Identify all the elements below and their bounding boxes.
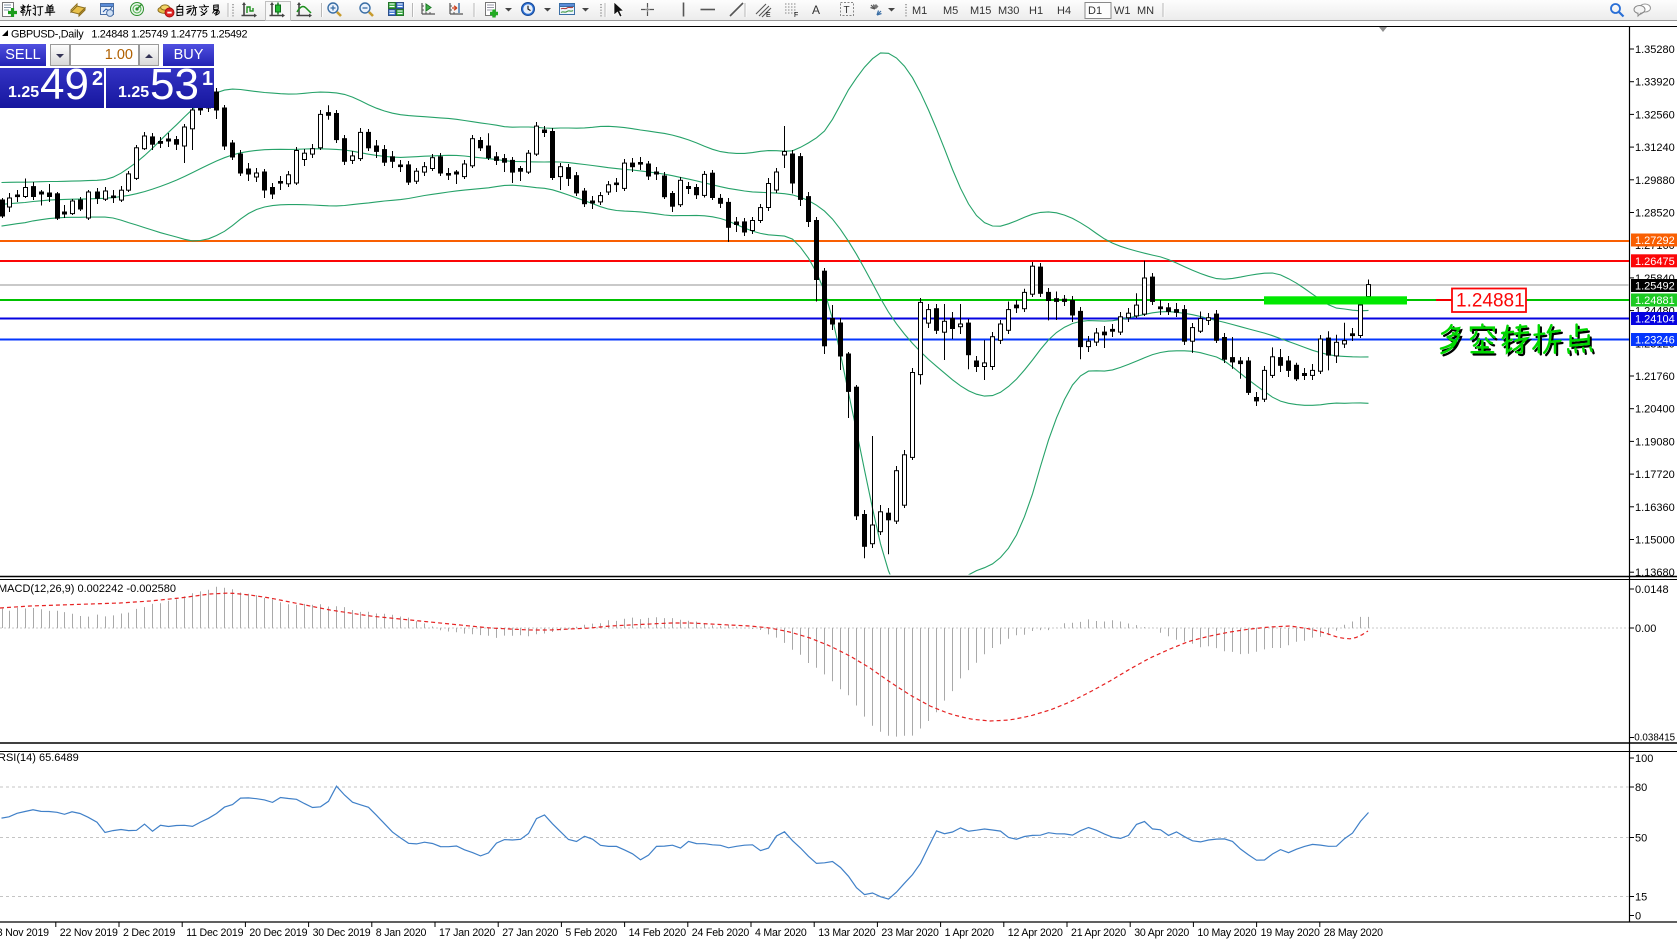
- svg-text:10 May 2020: 10 May 2020: [1197, 927, 1256, 939]
- svg-text:1.24881: 1.24881: [1456, 291, 1525, 312]
- svg-text:1.28520: 1.28520: [1635, 208, 1675, 220]
- svg-text:H4: H4: [1057, 5, 1071, 17]
- svg-text:F: F: [794, 12, 798, 19]
- svg-text:M15: M15: [970, 5, 991, 17]
- svg-text:19 May 2020: 19 May 2020: [1261, 927, 1320, 939]
- svg-text:1.35280: 1.35280: [1635, 44, 1675, 56]
- svg-text:M5: M5: [943, 5, 958, 17]
- svg-text:2 Dec 2019: 2 Dec 2019: [123, 927, 175, 939]
- svg-text:1.17720: 1.17720: [1635, 469, 1675, 481]
- svg-text:17 Jan 2020: 17 Jan 2020: [439, 927, 495, 939]
- svg-text:24 Feb 2020: 24 Feb 2020: [692, 927, 750, 939]
- svg-text:14 Feb 2020: 14 Feb 2020: [629, 927, 687, 939]
- svg-text:12 Apr 2020: 12 Apr 2020: [1008, 927, 1063, 939]
- svg-text:1.32560: 1.32560: [1635, 109, 1675, 121]
- svg-text:1.21760: 1.21760: [1635, 371, 1675, 383]
- svg-text:100: 100: [1635, 753, 1653, 765]
- svg-text:1.25492: 1.25492: [1635, 281, 1675, 293]
- svg-text:W1: W1: [1114, 5, 1131, 17]
- svg-text:23 Mar 2020: 23 Mar 2020: [881, 927, 939, 939]
- svg-text:1.24104: 1.24104: [1635, 314, 1675, 326]
- svg-text:50: 50: [1635, 833, 1647, 845]
- svg-text:8 Jan 2020: 8 Jan 2020: [376, 927, 427, 939]
- svg-text:20 Dec 2019: 20 Dec 2019: [249, 927, 307, 939]
- svg-text:E: E: [766, 12, 771, 19]
- svg-text:0.0148: 0.0148: [1635, 584, 1669, 596]
- svg-text:-0.038415: -0.038415: [1631, 733, 1676, 744]
- svg-text:1.13680: 1.13680: [1635, 567, 1675, 579]
- svg-text:21 Apr 2020: 21 Apr 2020: [1071, 927, 1126, 939]
- svg-text:27 Jan 2020: 27 Jan 2020: [502, 927, 558, 939]
- svg-text:4 Mar 2020: 4 Mar 2020: [755, 927, 807, 939]
- svg-text:1.26475: 1.26475: [1635, 256, 1675, 268]
- svg-text:80: 80: [1635, 782, 1647, 794]
- svg-text:13 Mar 2020: 13 Mar 2020: [818, 927, 876, 939]
- svg-text:M30: M30: [998, 5, 1019, 17]
- svg-text:1.29880: 1.29880: [1635, 175, 1675, 187]
- svg-text:T: T: [844, 5, 850, 16]
- svg-text:MACD(12,26,9) 0.002242 -0.0025: MACD(12,26,9) 0.002242 -0.002580: [0, 583, 176, 595]
- svg-text:5 Feb 2020: 5 Feb 2020: [565, 927, 617, 939]
- svg-text:1.33920: 1.33920: [1635, 77, 1675, 89]
- svg-text:H1: H1: [1029, 5, 1043, 17]
- svg-text:1.16360: 1.16360: [1635, 502, 1675, 514]
- svg-text:28 May 2020: 28 May 2020: [1324, 927, 1383, 939]
- svg-text:1.19080: 1.19080: [1635, 436, 1675, 448]
- svg-text:1.15000: 1.15000: [1635, 535, 1675, 547]
- svg-text:1.23246: 1.23246: [1635, 335, 1675, 347]
- svg-text:1.31240: 1.31240: [1635, 142, 1675, 154]
- svg-text:0.00: 0.00: [1635, 623, 1656, 635]
- svg-text:13 Nov 2019: 13 Nov 2019: [0, 927, 49, 939]
- svg-text:30 Apr 2020: 30 Apr 2020: [1134, 927, 1189, 939]
- svg-text:A: A: [812, 3, 820, 17]
- svg-text:11 Dec 2019: 11 Dec 2019: [186, 927, 243, 939]
- svg-text:1.27292: 1.27292: [1635, 235, 1675, 247]
- svg-text:1 Apr 2020: 1 Apr 2020: [945, 927, 995, 939]
- svg-text:M1: M1: [912, 5, 927, 17]
- svg-text:D1: D1: [1088, 5, 1102, 17]
- svg-text:0: 0: [1635, 911, 1641, 923]
- svg-text:MN: MN: [1137, 5, 1154, 17]
- svg-text:RSI(14) 65.6489: RSI(14) 65.6489: [0, 752, 79, 764]
- svg-text:22 Nov 2019: 22 Nov 2019: [60, 927, 118, 939]
- svg-text:15: 15: [1635, 892, 1647, 904]
- svg-text:GBPUSD-,Daily 1.24848 1.2574: GBPUSD-,Daily 1.24848 1.25749 1.24775 1.…: [11, 29, 247, 41]
- svg-text:1.24881: 1.24881: [1635, 295, 1675, 307]
- svg-text:1.20400: 1.20400: [1635, 404, 1675, 416]
- svg-text:30 Dec 2019: 30 Dec 2019: [313, 927, 371, 939]
